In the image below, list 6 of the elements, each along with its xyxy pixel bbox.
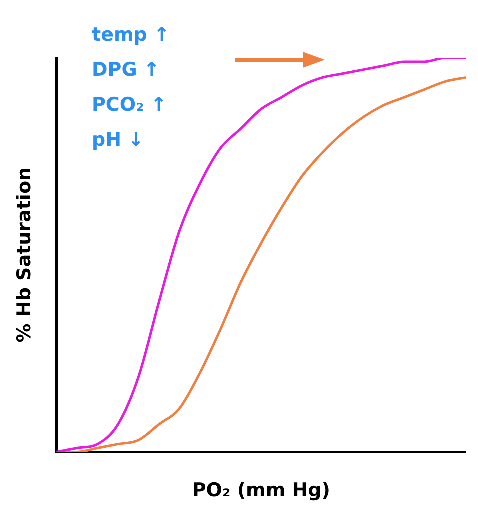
annotation: pH ↓ bbox=[92, 128, 146, 153]
annotation: PCO₂ ↑ bbox=[92, 93, 168, 118]
annotation: DPG ↑ bbox=[92, 58, 161, 83]
y-axis-title: % Hb Saturation bbox=[13, 167, 36, 343]
x-axis-title: PO₂ (mm Hg) bbox=[192, 480, 330, 502]
text: temp ↑ bbox=[92, 23, 170, 48]
